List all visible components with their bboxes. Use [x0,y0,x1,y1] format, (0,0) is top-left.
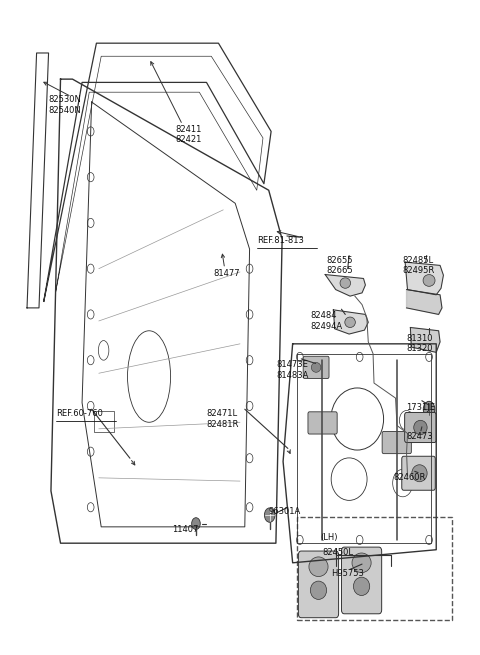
Ellipse shape [345,317,355,328]
FancyBboxPatch shape [308,412,337,434]
Ellipse shape [331,388,384,450]
Circle shape [87,356,94,365]
FancyBboxPatch shape [405,413,436,443]
Circle shape [246,356,253,365]
Text: 82484
82494A: 82484 82494A [311,311,343,331]
Circle shape [192,517,200,529]
Ellipse shape [340,278,350,288]
Text: 1731JE: 1731JE [407,403,435,411]
Text: 96301A: 96301A [269,507,301,516]
Ellipse shape [309,557,328,576]
Polygon shape [407,290,442,314]
Circle shape [246,264,253,273]
Circle shape [297,352,303,362]
Text: REF.60-760: REF.60-760 [56,409,103,418]
Polygon shape [325,274,365,296]
Circle shape [356,352,363,362]
Ellipse shape [352,553,371,572]
Ellipse shape [423,274,435,286]
Circle shape [356,535,363,544]
Ellipse shape [399,411,414,430]
Circle shape [246,454,253,463]
Text: 82411
82421: 82411 82421 [175,125,202,144]
Polygon shape [410,328,440,352]
Text: 82655
82665: 82655 82665 [326,255,353,275]
Ellipse shape [311,581,326,599]
Circle shape [246,402,253,411]
Text: 82460R: 82460R [393,473,426,481]
Text: 81473E
81483A: 81473E 81483A [276,360,308,380]
Circle shape [87,218,94,227]
FancyBboxPatch shape [402,457,435,490]
Circle shape [426,352,432,362]
Bar [94,411,114,432]
Text: REF.81-813: REF.81-813 [257,236,304,245]
Text: 82471L
82481R: 82471L 82481R [206,409,239,428]
Text: (LH): (LH) [321,533,338,542]
Ellipse shape [353,577,370,595]
Polygon shape [405,262,444,295]
FancyBboxPatch shape [303,356,329,379]
Circle shape [246,310,253,319]
Circle shape [87,447,94,457]
Text: 81310
81320: 81310 81320 [407,334,433,354]
Ellipse shape [312,362,321,372]
Ellipse shape [412,465,427,481]
Circle shape [264,508,275,522]
Circle shape [246,502,253,512]
Circle shape [87,310,94,319]
Ellipse shape [414,421,427,435]
Text: 82450L: 82450L [323,548,353,557]
Text: 11407: 11407 [172,525,198,534]
Circle shape [87,264,94,273]
Text: 82530N
82540N: 82530N 82540N [48,96,82,115]
Circle shape [87,402,94,411]
Ellipse shape [331,458,367,500]
Ellipse shape [393,470,413,496]
FancyBboxPatch shape [382,432,411,454]
Text: 82485L
82495R: 82485L 82495R [403,255,435,275]
Circle shape [297,535,303,544]
Circle shape [423,402,435,417]
Text: H95753: H95753 [331,569,364,578]
Circle shape [87,173,94,181]
Text: 82473: 82473 [407,432,433,441]
Circle shape [87,502,94,512]
FancyBboxPatch shape [341,547,382,614]
Text: 81477: 81477 [214,269,240,278]
Circle shape [87,127,94,136]
FancyBboxPatch shape [299,551,338,618]
Polygon shape [333,310,368,334]
Circle shape [426,535,432,544]
